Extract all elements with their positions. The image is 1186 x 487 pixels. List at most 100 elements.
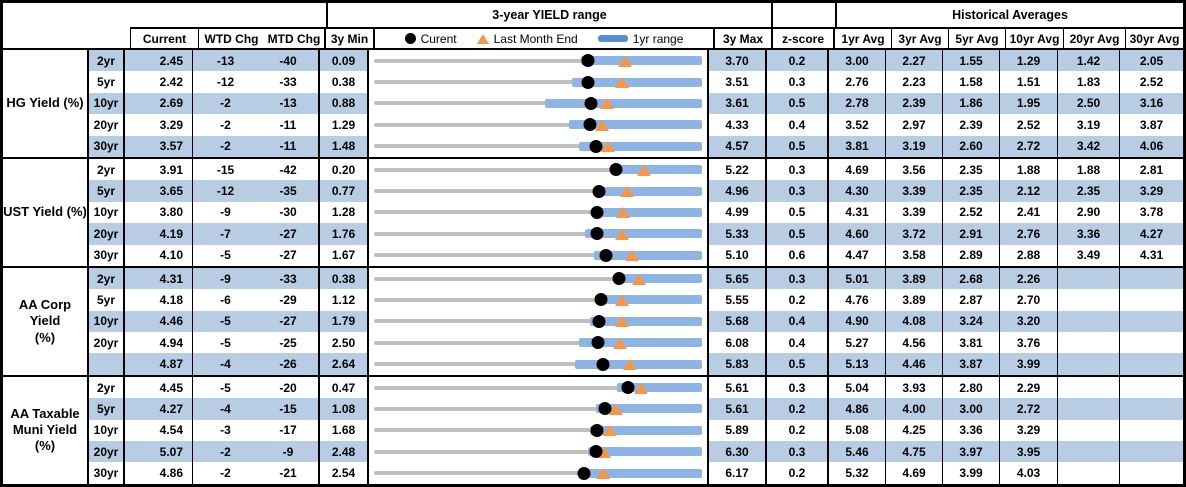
yield-range-chart-cell	[369, 398, 709, 420]
historical-avg-cell: 2.52	[1139, 75, 1164, 90]
legend-current-label: Curent	[420, 31, 457, 46]
1yr-range-bar	[612, 165, 702, 175]
historical-avg-cell: 4.60	[829, 223, 886, 245]
current-dot-icon	[589, 139, 603, 153]
current-dot-icon	[404, 33, 416, 44]
historical-avg-cell	[1120, 332, 1183, 353]
legend-1yr-range-label: 1yr range	[632, 31, 684, 46]
wtd-chg-cell: -3	[220, 423, 231, 438]
mtd-chg-cell: -33	[258, 71, 320, 93]
wtd-chg-cell: -2	[220, 466, 231, 481]
current-dot-icon	[596, 357, 610, 371]
historical-avg-cell	[1058, 267, 1120, 290]
table-row: 30yr 4.10 -5 -27 1.67 5.10 0.6 4.47 3.58 2.89 2.88…	[89, 244, 1183, 266]
chart-section-title: 3-year YIELD range	[326, 3, 773, 27]
historical-avg-cell: 2.35	[943, 158, 1000, 181]
header-group-row: 3-year YIELD range Historical Averages	[3, 3, 1183, 27]
3y-range-line	[374, 58, 702, 63]
1yr-range-bar	[589, 316, 702, 326]
column-header-current: Current	[131, 27, 199, 48]
yield-range-chart-cell	[369, 441, 709, 463]
tenor-label: 5yr	[89, 289, 125, 311]
current-value-cell: 2.42	[125, 71, 193, 93]
historical-avg-cell: 5.08	[829, 419, 886, 442]
historical-avg-cell: 2.90	[1058, 201, 1120, 224]
table-row: 2yr 2.45 -13 -40 0.09 3.70 0.2 3.00 2.27 1.55 1.29…	[89, 50, 1183, 72]
last-month-end-triangle-icon	[614, 316, 629, 328]
mtd-chg-cell: -27	[258, 223, 320, 245]
3y-min-cell: 0.88	[320, 92, 369, 115]
historical-avg-cell: 3.99	[943, 462, 1000, 484]
range-track	[374, 136, 702, 157]
mtd-chg-cell: -35	[258, 180, 320, 202]
3y-range-line	[374, 449, 702, 454]
historical-avg-cell: 1.95	[1000, 92, 1058, 115]
mtd-chg-cell: -30	[258, 201, 320, 224]
tenor-label	[89, 353, 125, 375]
column-header-30yr-avg: 30yr Avg	[1126, 27, 1183, 48]
last-month-end-triangle-icon	[625, 250, 640, 262]
3y-range-line	[374, 276, 702, 281]
3y-range-line	[374, 406, 702, 411]
3y-range-line	[374, 253, 702, 258]
1yr-range-bar	[578, 141, 702, 151]
last-month-end-triangle-icon	[595, 468, 610, 480]
tenor-label: 2yr	[89, 50, 125, 72]
current-dot-icon	[621, 381, 635, 395]
mtd-chg-cell: -11	[258, 135, 320, 157]
wtd-chg-cell: -6	[220, 292, 231, 307]
historical-avg-cell: 2.41	[1000, 201, 1058, 224]
1yr-range-bar	[589, 425, 702, 435]
historical-avg-cell: 3.87	[1139, 117, 1164, 132]
3y-max-cell: 5.89	[709, 419, 767, 442]
historical-avg-cell: 2.91	[943, 223, 1000, 245]
3y-min-cell: 1.28	[320, 201, 369, 224]
historical-avg-cell: 3.52	[829, 114, 886, 136]
mtd-chg-cell: -17	[258, 419, 320, 442]
yield-range-chart-cell	[369, 376, 709, 399]
current-dot-icon	[612, 272, 626, 286]
header-corner-empty	[3, 27, 131, 48]
historical-avg-cell: 4.25	[886, 419, 943, 442]
historical-averages-title: Historical Averages	[835, 3, 1183, 27]
column-header-3y-min: 3y Min	[326, 27, 375, 48]
current-value-cell: 4.54	[125, 419, 193, 442]
range-track	[374, 180, 702, 201]
last-month-end-triangle-icon	[615, 294, 630, 306]
3y-range-line	[374, 428, 702, 433]
historical-avg-cell: 4.90	[829, 310, 886, 333]
legend-last-month-end-label: Last Month End	[493, 31, 578, 46]
column-header-1yr-avg: 1yr Avg	[835, 27, 892, 48]
mtd-chg-cell: -27	[258, 310, 320, 333]
yield-range-chart-cell	[369, 201, 709, 224]
historical-avg-cell: 1.83	[1058, 71, 1120, 93]
historical-avg-cell: 3.19	[1058, 114, 1120, 136]
group-label: AA Taxable Muni Yield (%)	[3, 376, 89, 484]
3y-range-line	[374, 167, 702, 172]
zscore-cell: 0.5	[767, 135, 829, 157]
historical-avg-cell	[1058, 419, 1120, 442]
3y-min-cell: 1.29	[320, 114, 369, 136]
historical-avg-cell: 4.30	[829, 180, 886, 202]
1yr-range-bar	[587, 447, 702, 457]
current-dot-icon	[590, 205, 604, 219]
zscore-cell: 0.4	[767, 332, 829, 354]
3y-max-cell: 5.61	[709, 376, 767, 399]
table-row: 10yr 4.46 -5 -27 1.79 5.68 0.4 4.90 4.08 3.24 3.20	[89, 310, 1183, 333]
wtd-chg-cell: -2	[193, 441, 258, 463]
historical-avg-cell: 3.24	[943, 310, 1000, 333]
3y-max-cell: 6.30	[709, 441, 767, 463]
3y-range-line	[374, 362, 702, 367]
3y-range-line	[374, 471, 702, 476]
last-month-end-triangle-icon	[594, 119, 609, 131]
zscore-cell: 0.3	[767, 71, 829, 93]
table-body: HG Yield (%) 2yr 2.45 -13 -40 0.09 3.70 0.2 3.00…	[3, 50, 1183, 484]
current-value-cell: 4.46	[125, 310, 193, 333]
3y-max-cell: 4.96	[709, 180, 767, 202]
historical-avg-cell: 2.80	[943, 376, 1000, 399]
zscore-cell: 0.5	[767, 353, 829, 375]
3y-range-line	[374, 319, 702, 324]
current-value-cell: 4.10	[125, 244, 193, 266]
historical-avg-cell: 4.46	[886, 353, 943, 375]
historical-avg-cell: 2.23	[886, 71, 943, 93]
